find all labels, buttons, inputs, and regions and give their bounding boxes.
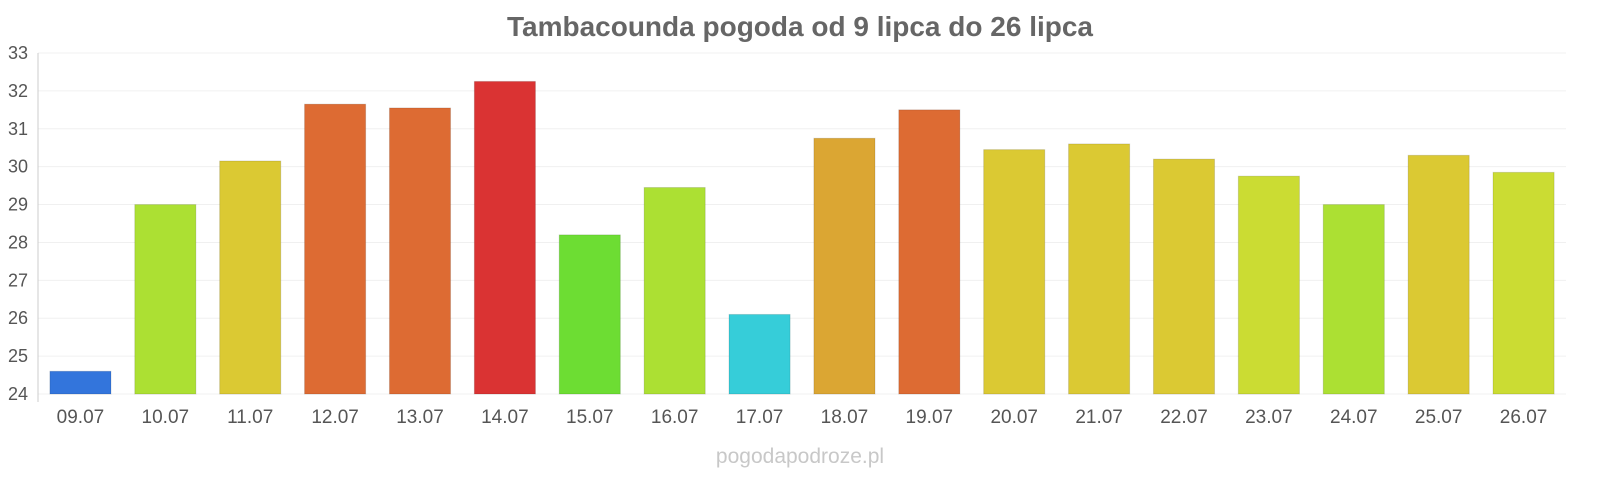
- bar-21.07: [1068, 143, 1131, 395]
- x-tick-label: 15.07: [566, 407, 614, 428]
- bar-12.07: [304, 103, 367, 395]
- y-tick-label: 25: [8, 346, 28, 366]
- y-tick-label: 33: [8, 43, 28, 63]
- y-tick-label: 24: [8, 384, 28, 404]
- x-tick-label: 23.07: [1245, 407, 1293, 428]
- y-tick-label: 30: [8, 157, 28, 177]
- x-tick-label: 19.07: [906, 407, 954, 428]
- bar-09.07: [49, 370, 112, 395]
- bar-10.07: [134, 204, 197, 395]
- bar-16.07: [643, 187, 706, 395]
- y-tick-label: 28: [8, 232, 28, 252]
- x-tick-label: 17.07: [736, 407, 784, 428]
- x-tick-label: 09.07: [57, 407, 105, 428]
- y-tick-label: 26: [8, 308, 28, 328]
- bar-23.07: [1237, 175, 1300, 395]
- bar-19.07: [898, 109, 961, 395]
- bar-24.07: [1322, 204, 1385, 395]
- y-tick-label: 32: [8, 81, 28, 101]
- bar-22.07: [1152, 158, 1216, 395]
- chart-title: Tambacounda pogoda od 9 lipca do 26 lipc…: [507, 11, 1093, 42]
- x-tick-label: 18.07: [821, 407, 869, 428]
- bar-13.07: [388, 107, 452, 395]
- bar-15.07: [558, 234, 621, 395]
- x-tick-label: 21.07: [1075, 407, 1123, 428]
- x-tick-label: 24.07: [1330, 407, 1378, 428]
- bar-18.07: [813, 137, 876, 395]
- x-tick-label: 16.07: [651, 407, 699, 428]
- x-tick-label: 25.07: [1415, 407, 1463, 428]
- bars: [49, 80, 1555, 395]
- x-axis-ticks: 09.07 10.07 11.07 12.07 13.07 14.07 15.07 16.07…: [57, 407, 1548, 428]
- gridlines: [38, 52, 1566, 395]
- bar-14.07: [473, 80, 536, 395]
- x-tick-label: 11.07: [227, 407, 273, 428]
- x-tick-label: 22.07: [1160, 407, 1208, 428]
- source-credit: pogodapodroze.pl: [716, 445, 884, 468]
- bar-20.07: [983, 149, 1046, 395]
- x-tick-label: 13.07: [396, 407, 444, 428]
- y-tick-label: 27: [8, 270, 28, 290]
- y-axis-ticks: 24 25 26 27 28 29 30 31 32 33: [8, 43, 28, 404]
- bar-26.07: [1492, 171, 1555, 395]
- x-tick-label: 20.07: [990, 407, 1038, 428]
- y-tick-label: 29: [8, 195, 28, 215]
- x-tick-label: 14.07: [481, 407, 529, 428]
- x-tick-label: 12.07: [311, 407, 359, 428]
- y-tick-label: 31: [8, 119, 28, 139]
- bar-25.07: [1407, 154, 1470, 395]
- bar-17.07: [728, 313, 791, 395]
- x-tick-label: 26.07: [1500, 407, 1548, 428]
- bar-11.07: [219, 160, 282, 395]
- x-tick-label: 10.07: [142, 407, 190, 428]
